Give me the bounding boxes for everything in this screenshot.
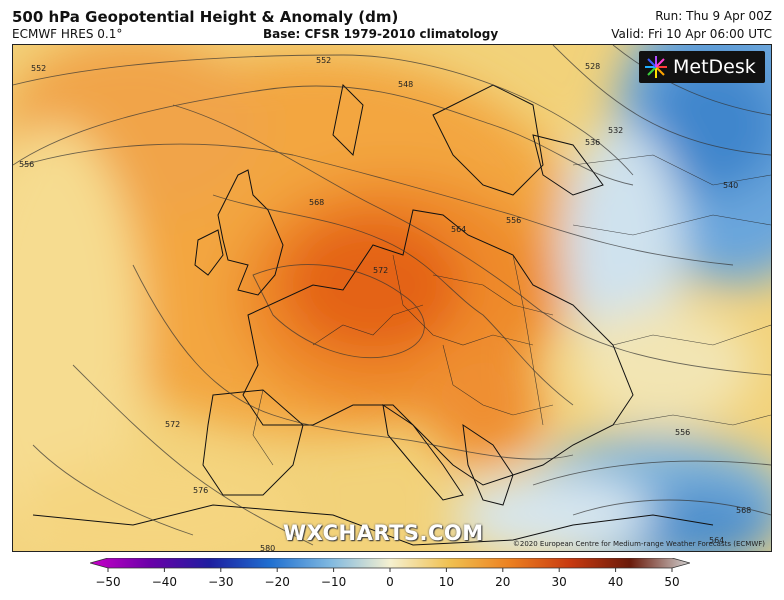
- colorbar-tick-label: 20: [495, 575, 510, 589]
- colorbar-ticks: −50 −40 −30 −20 −10 0 10 20 30 40 50: [95, 568, 680, 589]
- ecmwf-copyright: ©2020 European Centre for Medium-range W…: [512, 540, 765, 548]
- contour-label: 552: [31, 64, 46, 73]
- contour-label: 564: [709, 536, 724, 545]
- colorbar-tick-label: −50: [95, 575, 120, 589]
- valid-time-label: Valid: Fri 10 Apr 06:00 UTC: [611, 27, 772, 41]
- contour-label: 556: [19, 160, 34, 169]
- colorbar-tick-label: 50: [664, 575, 679, 589]
- contour-label: 556: [675, 428, 690, 437]
- geopotential-contours: [13, 45, 771, 546]
- colorbar-tick-label: −10: [321, 575, 346, 589]
- contour-label: 568: [309, 198, 324, 207]
- contour-labels: 552 556 548 552 528 532 536 540 556 564 …: [19, 56, 751, 551]
- colorbar-tick-label: 0: [386, 575, 394, 589]
- contour-label: 552: [316, 56, 331, 65]
- colorbar-tick-label: 30: [552, 575, 567, 589]
- contour-label: 548: [398, 80, 413, 89]
- anomaly-map[interactable]: 552 556 548 552 528 532 536 540 556 564 …: [12, 44, 772, 552]
- contour-label: 564: [451, 225, 466, 234]
- contour-label: 576: [193, 486, 208, 495]
- colorbar-tick-label: −30: [208, 575, 233, 589]
- colorbar-tick-label: −20: [265, 575, 290, 589]
- contour-label: 572: [165, 420, 180, 429]
- contour-label: 540: [723, 181, 738, 190]
- contour-label: 556: [506, 216, 521, 225]
- run-time-label: Run: Thu 9 Apr 00Z: [655, 9, 772, 23]
- contour-label: 528: [585, 62, 600, 71]
- colorbar-tick-label: 40: [608, 575, 623, 589]
- model-label: ECMWF HRES 0.1°: [12, 27, 123, 41]
- colorbar-tick-label: −40: [152, 575, 177, 589]
- colorbar-tick-label: 10: [439, 575, 454, 589]
- map-canvas: 552 556 548 552 528 532 536 540 556 564 …: [13, 45, 771, 551]
- contour-label: 532: [608, 126, 623, 135]
- contour-label: 580: [260, 544, 275, 551]
- metdesk-logo-text: MetDesk: [673, 56, 756, 78]
- colorbar-gradient: [90, 558, 690, 569]
- contour-label: 568: [736, 506, 751, 515]
- base-climatology-label: Base: CFSR 1979-2010 climatology: [263, 27, 499, 41]
- chart-title: 500 hPa Geopotential Height & Anomaly (d…: [12, 8, 399, 26]
- contour-label: 572: [373, 266, 388, 275]
- borders: [252, 154, 771, 466]
- contour-label: 536: [585, 138, 600, 147]
- metdesk-starburst-icon: [645, 56, 667, 78]
- colorbar: −50 −40 −30 −20 −10 0 10 20 30 40 50: [90, 558, 690, 589]
- metdesk-logo: MetDesk: [639, 51, 765, 83]
- wxcharts-watermark: WXCHARTS.COM: [283, 521, 484, 545]
